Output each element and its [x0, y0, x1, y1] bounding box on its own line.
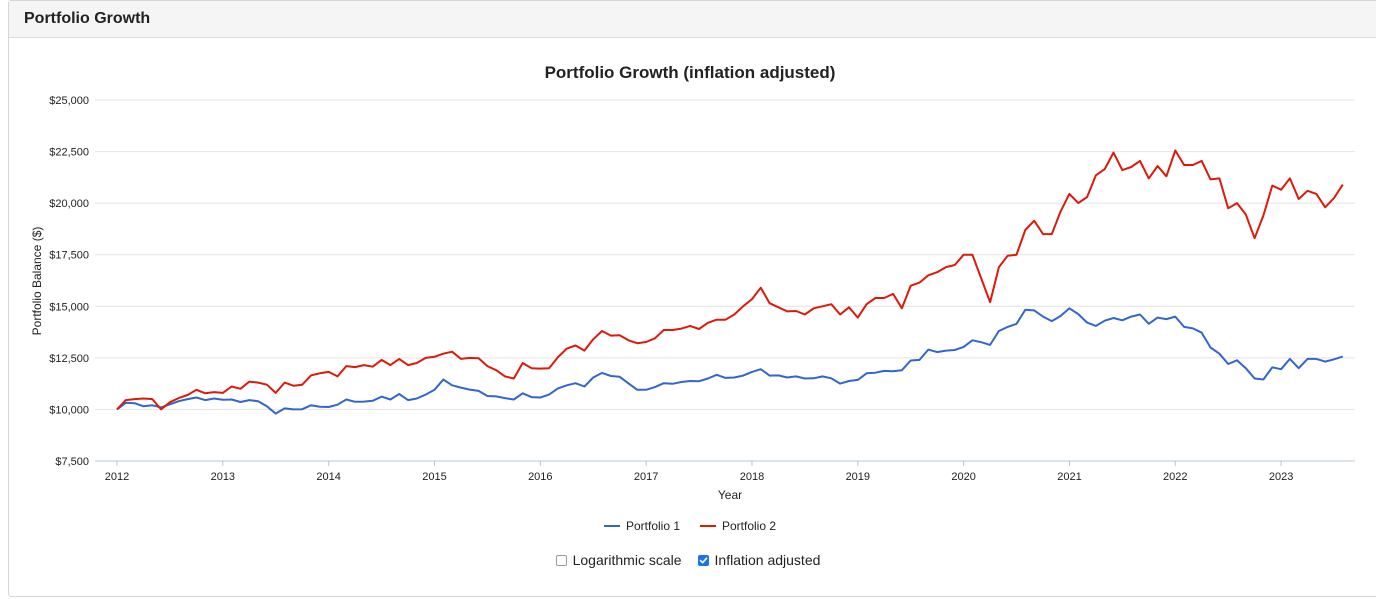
series-line-portfolio-2	[116, 149, 1344, 411]
x-tick-label: 2015	[422, 471, 446, 483]
y-tick-label: $7,500	[55, 456, 89, 468]
y-tick-label: $15,000	[49, 301, 89, 313]
y-tick-label: $12,500	[49, 353, 89, 365]
panel-title: Portfolio Growth	[24, 10, 151, 27]
y-tick-label: $22,500	[49, 147, 89, 159]
y-tick-label: $25,000	[49, 95, 89, 107]
x-tick-label: 2014	[316, 471, 340, 483]
series-line-portfolio-1	[116, 307, 1344, 415]
chart-options: Logarithmic scale Inflation adjusted	[0, 552, 1376, 568]
panel-header: Portfolio Growth	[9, 1, 1376, 38]
y-tick-label: $10,000	[49, 404, 89, 416]
log-scale-checkbox[interactable]	[555, 554, 567, 566]
x-tick-label: 2022	[1163, 471, 1187, 483]
x-tick-label: 2019	[846, 471, 870, 483]
x-axis-title: Year	[718, 488, 742, 502]
x-tick-label: 2020	[951, 471, 975, 483]
y-axis-tick-labels: $7,500 $10,000 $12,500 $15,000 $17,500 $20,00…	[49, 95, 89, 468]
inflation-adjusted-label: Inflation adjusted	[714, 552, 821, 568]
log-scale-label: Logarithmic scale	[572, 552, 682, 568]
chart-gridlines	[95, 99, 1355, 462]
y-axis-title: Portfolio Balance ($)	[30, 227, 44, 336]
x-tick-label: 2012	[105, 471, 129, 483]
x-tick-label: 2013	[211, 471, 235, 483]
chart-title: Portfolio Growth (inflation adjusted)	[545, 63, 836, 82]
checkmark-icon	[699, 556, 707, 563]
x-tick-label: 2017	[634, 471, 658, 483]
legend-label: Portfolio 2	[722, 519, 776, 533]
chart-series	[116, 149, 1344, 415]
legend-label: Portfolio 1	[626, 519, 680, 533]
y-tick-label: $17,500	[49, 250, 89, 262]
x-tick-label: 2016	[528, 471, 552, 483]
chart-legend: Portfolio 1 Portfolio 2	[604, 519, 776, 533]
x-tick-label: 2023	[1269, 471, 1293, 483]
x-axis: 2012 2013 2014 2015 2016 2017 2018 2019 2020 2021…	[105, 461, 1293, 483]
x-tick-label: 2021	[1057, 471, 1081, 483]
inflation-adjusted-checkbox[interactable]	[697, 554, 709, 566]
log-scale-option[interactable]: Logarithmic scale	[555, 552, 682, 568]
inflation-adjusted-option[interactable]: Inflation adjusted	[697, 552, 821, 568]
y-tick-label: $20,000	[49, 198, 89, 210]
x-tick-label: 2018	[740, 471, 764, 483]
